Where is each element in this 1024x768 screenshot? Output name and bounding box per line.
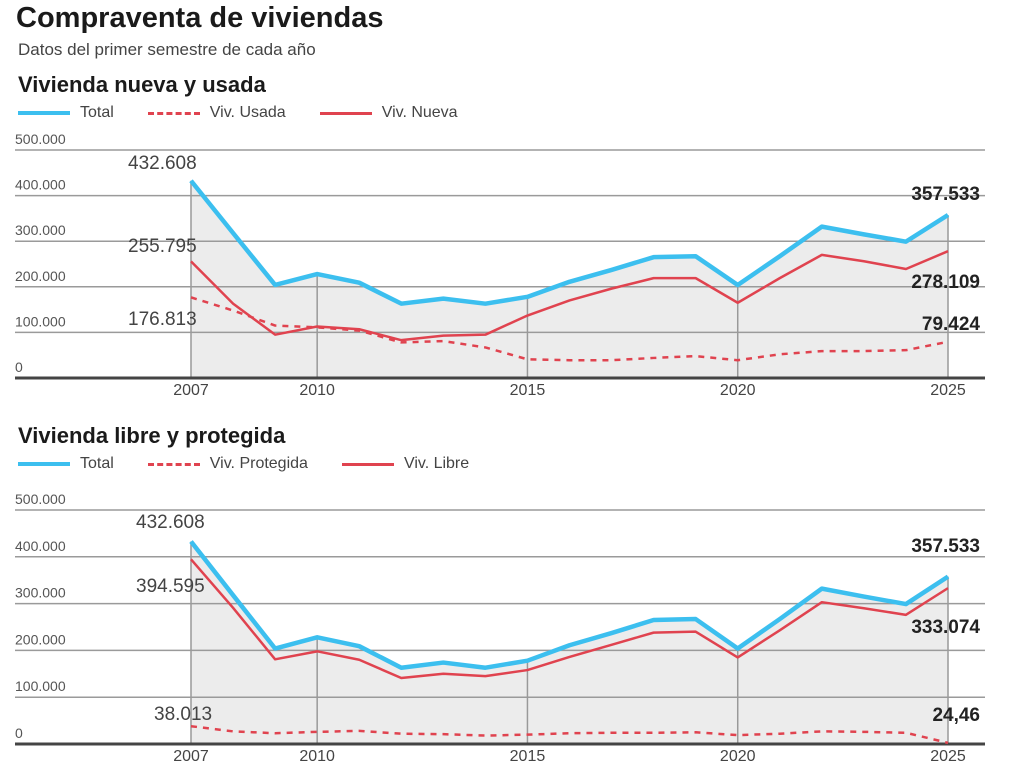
legend-item-usada: Viv. Usada [147, 104, 286, 122]
legend-label: Total [80, 455, 114, 472]
legend-label: Viv. Libre [403, 455, 470, 472]
series-line-viv-usada [190, 296, 949, 362]
page-subtitle: Datos del primer semestre de cada año [18, 40, 316, 59]
y-tick-label: 500.000 [15, 491, 66, 507]
x-tick-label: 2025 [930, 748, 966, 765]
x-tick-label: 2010 [299, 748, 335, 765]
y-tick-label: 0 [15, 725, 23, 741]
y-tick-label: 0 [15, 359, 23, 375]
y-tick-label: 200.000 [15, 268, 66, 284]
legend-swatch [18, 111, 70, 115]
chart2-title: Vivienda libre y protegida [18, 423, 286, 448]
x-tick-label: 2020 [720, 382, 756, 399]
annotation-end-protegida: 24,46 [932, 705, 980, 726]
legend-label: Viv. Protegida [209, 455, 308, 472]
x-tick-label: 2010 [299, 382, 335, 399]
legend-label: Viv. Usada [209, 104, 286, 121]
y-tick-label: 400.000 [15, 538, 66, 554]
legend-swatch [341, 462, 394, 466]
series-line-total [189, 179, 950, 306]
chart-1: 0 100.000 200.000 300.000 400.000 500.000 2007… [15, 131, 985, 399]
legend-item-nueva: Viv. Nueva [319, 104, 458, 122]
x-tick-label: 2015 [510, 748, 546, 765]
legend-item-protegida: Viv. Protegida [147, 455, 308, 473]
y-tick-label: 500.000 [15, 131, 66, 147]
series-line-viv-nueva [190, 250, 949, 342]
annotation-start-libre: 394.595 [136, 576, 205, 597]
legend-swatch [319, 111, 372, 115]
x-tick-label: 2025 [930, 382, 966, 399]
x-tick-label: 2007 [173, 382, 209, 399]
x-tick-label: 2007 [173, 748, 209, 765]
annotation-end-total: 357.533 [911, 536, 980, 557]
annotation-end-total: 357.533 [911, 184, 980, 205]
legend-label: Total [80, 104, 114, 121]
annotation-end-usada: 79.424 [921, 314, 980, 335]
total-area-fill [191, 180, 948, 378]
chart1-title: Vivienda nueva y usada [18, 72, 266, 97]
chart-2: 0 100.000 200.000 300.000 400.000 500.000 2007… [15, 491, 985, 765]
page-title: Compraventa de viviendas [16, 2, 384, 34]
y-tick-label: 300.000 [15, 222, 66, 238]
y-tick-label: 100.000 [15, 313, 66, 329]
chart2-legend: Total Viv. Protegida Viv. Libre [18, 455, 469, 473]
legend-label: Viv. Nueva [381, 104, 458, 121]
legend-swatch [147, 462, 200, 466]
annotation-start-nueva: 255.795 [128, 236, 197, 257]
annotation-start-protegida: 38.013 [154, 704, 213, 725]
annotation-start-usada: 176.813 [128, 309, 197, 330]
x-tick-label: 2015 [510, 382, 546, 399]
y-tick-label: 300.000 [15, 585, 66, 601]
annotation-end-nueva: 278.109 [911, 272, 980, 293]
total-area-fill [191, 541, 948, 744]
legend-item-total: Total [18, 455, 114, 473]
annotation-start-total: 432.608 [128, 153, 197, 174]
chart1-legend: Total Viv. Usada Viv. Nueva [18, 104, 458, 122]
legend-item-total: Total [18, 104, 114, 122]
legend-swatch [18, 462, 70, 466]
annotation-end-libre: 333.074 [911, 617, 980, 638]
series-line-total [189, 540, 950, 670]
x-tick-label: 2020 [720, 748, 756, 765]
y-tick-label: 400.000 [15, 177, 66, 193]
legend-swatch [147, 111, 200, 115]
annotation-start-total: 432.608 [136, 512, 205, 533]
y-tick-label: 200.000 [15, 631, 66, 647]
legend-item-libre: Viv. Libre [341, 455, 470, 473]
y-tick-label: 100.000 [15, 678, 66, 694]
series-line-viv-libre [190, 558, 949, 680]
